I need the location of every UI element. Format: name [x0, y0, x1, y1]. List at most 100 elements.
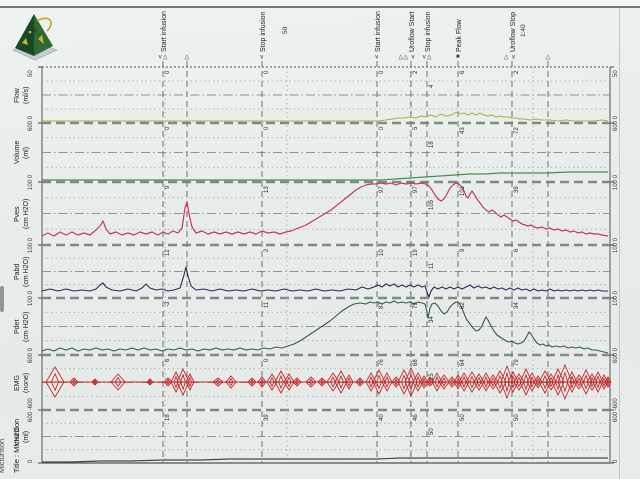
page-edge-line	[0, 6, 640, 8]
event-value: 0	[264, 126, 270, 130]
time-axis-label: 50	[281, 26, 289, 34]
paper-right-edge	[619, 8, 620, 479]
emg-burst	[397, 368, 411, 396]
emg-burst	[305, 376, 317, 388]
event-value: 87	[379, 302, 385, 309]
event-value: 0	[264, 358, 270, 362]
channel-unit-emg: (none)	[22, 372, 30, 393]
emg-burst	[344, 374, 354, 390]
emg-burst	[257, 376, 267, 388]
channel-name-pdet: Pdet	[13, 319, 21, 334]
event-value: 0	[379, 126, 385, 130]
emg-burst	[579, 368, 593, 396]
emg-burst	[266, 373, 278, 391]
right-scale-label: 600 0	[613, 347, 619, 363]
channel-name-pabd: Pabd	[13, 263, 21, 280]
event-marker: △	[184, 54, 190, 61]
event-value: 18	[165, 414, 171, 421]
right-scale-label: 100 0	[613, 290, 619, 306]
left-scale-label: 50	[28, 69, 34, 77]
event-value: 97	[379, 186, 385, 193]
emg-burst	[599, 374, 609, 390]
flow-trace	[42, 111, 609, 122]
event-value: 34	[514, 302, 520, 309]
event-marker: ∨△	[421, 54, 433, 61]
left-scale-label: 600 0	[28, 115, 34, 131]
emg-burst	[507, 370, 519, 394]
emg-burst	[247, 377, 257, 387]
event-value: 2	[264, 248, 270, 252]
event-value: 0	[165, 70, 171, 74]
emg-burst	[163, 377, 173, 387]
left-scale-label: 100 0	[28, 290, 34, 306]
emg-burst	[225, 375, 237, 389]
channel-unit-pdet: (cm H2O)	[22, 311, 30, 342]
event-value: 34	[429, 316, 435, 323]
channel-unit-pabd: (cm H2O)	[22, 256, 30, 287]
event-value: 101	[460, 185, 466, 196]
right-scale-label: 50	[613, 69, 619, 77]
vendor-logo-pyramid	[12, 14, 58, 61]
event-value: 11	[429, 262, 435, 269]
vh2o-trace	[42, 457, 608, 463]
channel-name-pves: Pves	[13, 205, 21, 222]
event-value: 6	[514, 248, 520, 252]
emg-burst	[292, 377, 302, 387]
pabd-trace	[41, 266, 608, 298]
channel-name-emg: EMG	[13, 374, 21, 391]
logo-gold-dot	[28, 30, 32, 34]
event-marker: △△ ∨	[398, 54, 416, 61]
right-scale-label: 600 0	[613, 115, 619, 131]
event-marker: △	[545, 54, 551, 61]
event-label: Stop infusion	[259, 11, 267, 52]
logo-gold-mark	[22, 38, 28, 45]
event-label: Start infusion	[374, 11, 382, 52]
event-label: Uroflow Stop	[509, 11, 517, 52]
event-value: 62	[460, 302, 466, 309]
event-value: 0	[165, 126, 171, 130]
channel-unit-flow: (ml/s)	[22, 86, 30, 105]
event-value: 79	[514, 359, 520, 366]
event-value: 105	[429, 199, 435, 210]
emg-burst	[493, 370, 507, 394]
event-value: 76	[379, 359, 385, 366]
emg-burst	[586, 373, 598, 391]
time-axis-label: 0	[31, 28, 39, 32]
event-value: 0	[379, 70, 385, 74]
event-value: 0	[264, 70, 270, 74]
event-marker: ∨△	[157, 54, 169, 61]
event-marker: ■	[455, 54, 461, 60]
event-value: 25	[429, 373, 435, 380]
event-value: 9	[460, 248, 466, 252]
page-title-partial: Micturition	[0, 438, 6, 473]
emg-burst	[438, 374, 450, 390]
event-value: 68	[413, 359, 419, 366]
page-title: Title : Micturition	[12, 418, 21, 473]
left-scale-label: 100 0	[28, 237, 34, 253]
emg-burst	[212, 377, 224, 387]
event-label: Peak Flow	[455, 19, 463, 52]
event-value: 64	[460, 359, 466, 366]
event-value: 79	[413, 302, 419, 309]
emg-burst	[604, 376, 612, 388]
emg-burst	[91, 378, 99, 386]
emg-burst	[69, 377, 79, 387]
pdet-trace	[41, 300, 609, 354]
emg-burst	[185, 372, 195, 392]
channel-name-flow: Flow	[13, 87, 21, 103]
left-scale-label: 100 0	[28, 174, 34, 190]
event-value: 18	[429, 141, 435, 148]
event-value: 97	[413, 186, 419, 193]
logo-gold-mark	[38, 35, 44, 44]
right-scale-label: 600 -600	[613, 398, 619, 422]
scan-smudge	[0, 286, 4, 312]
emg-burst	[110, 373, 126, 391]
event-value: 50	[460, 414, 466, 421]
logo-pyramid-left-face	[15, 14, 34, 56]
event-label: Stop infusion	[424, 11, 432, 52]
event-value: 10	[379, 249, 385, 256]
logo-pyramid-right-face	[34, 14, 53, 56]
emg-burst	[146, 378, 154, 386]
event-value: 11	[264, 301, 270, 308]
